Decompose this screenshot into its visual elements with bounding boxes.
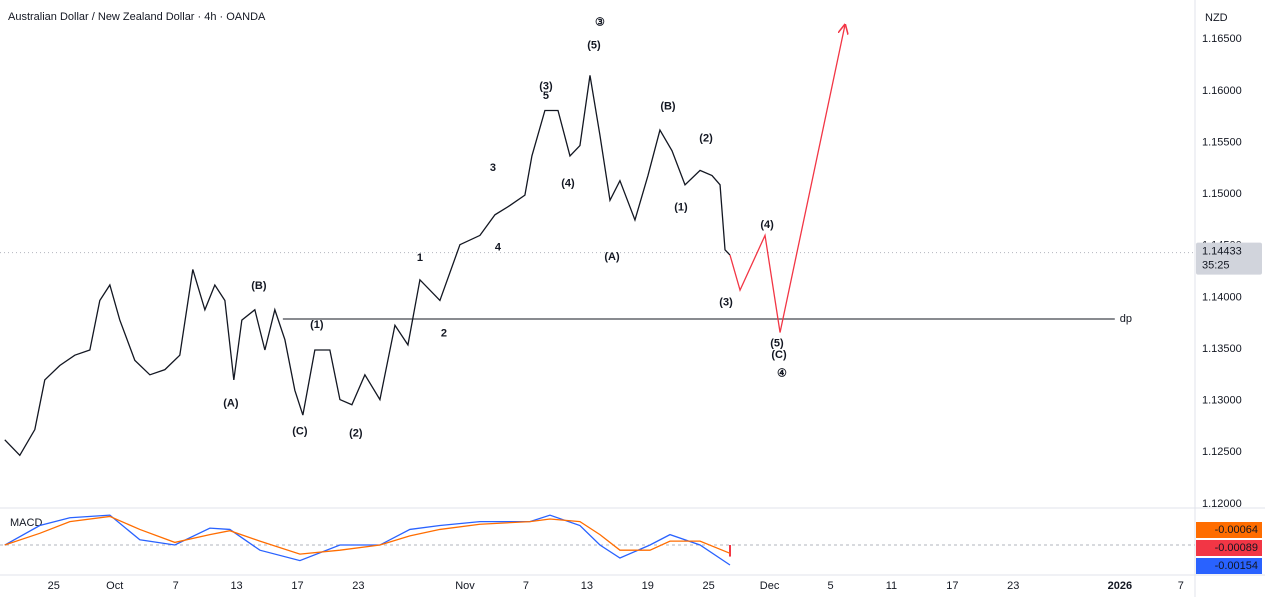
wave-label: (2) [699,132,713,144]
y-tick-label: 1.16000 [1202,85,1242,97]
wave-label: (A) [604,251,620,263]
currency: NZD [1205,12,1228,24]
wave-label: (A) [223,398,239,410]
wave-label: (4) [760,219,774,231]
x-tick-label: 11 [886,580,897,592]
wave-label: (3) [539,81,553,93]
y-tick-label: 1.14000 [1202,291,1242,303]
value-box [1196,558,1262,574]
value-label: -0.00064 [1215,524,1258,536]
wave-label: 5 [543,90,549,102]
price-label: 1.14433 [1202,246,1242,258]
wave-label: 4 [495,242,502,254]
wave-label: (1) [674,201,688,213]
price-line [4,75,731,457]
x-tick-label: 23 [352,580,364,592]
x-tick-label: Dec [760,580,780,592]
wave-label: (C) [292,425,308,437]
level-label: dp [1120,313,1132,325]
x-tick-label: 19 [642,580,654,592]
x-tick-label: Oct [106,580,123,592]
wave-label: 1 [417,252,423,264]
value-label: -0.00089 [1215,542,1258,554]
chart-title: Australian Dollar / New Zealand Dollar ·… [8,11,266,23]
wave-label: ③ [595,17,605,29]
price-box [1196,242,1262,275]
x-tick-label: Nov [455,580,475,592]
projection-line [729,25,845,333]
timer: 35:25 [1202,260,1230,272]
wave-label: (B) [251,280,267,292]
x-tick-label: 25 [703,580,715,592]
wave-label: (B) [660,100,676,112]
x-tick-label: 7 [173,580,179,592]
wave-label: (3) [719,296,733,308]
x-tick-label: 25 [48,580,60,592]
y-tick-label: 1.13000 [1202,395,1242,407]
x-tick-label: 23 [1007,580,1019,592]
wave-label: (1) [310,319,324,331]
y-tick-label: 1.12000 [1202,498,1242,510]
wave-label: (2) [349,428,363,440]
histogram-bar [728,545,731,557]
x-tick-label: 13 [581,580,593,592]
wave-label: (C) [771,349,787,361]
y-tick-label: 1.16500 [1202,33,1242,45]
y-tick-label: 1.15500 [1202,136,1242,148]
wave-label: 3 [490,162,496,174]
wave-label: 2 [441,327,447,339]
macd-line [4,514,731,566]
value-label: -0.00154 [1215,560,1258,572]
value-box [1196,522,1262,538]
x-tick-label: 2026 [1108,580,1132,592]
wave-label: ④ [777,368,787,380]
x-tick-label: 7 [523,580,529,592]
x-tick-label: 17 [291,580,303,592]
macd-line [4,515,731,555]
wave-label: (5) [587,39,601,51]
y-tick-label: 1.15000 [1202,188,1242,200]
x-tick-label: 5 [827,580,833,592]
y-tick-label: 1.13500 [1202,343,1242,355]
x-tick-label: 7 [1178,580,1184,592]
wave-label: (5) [770,338,784,350]
macd-title: MACD [10,517,42,529]
x-tick-label: 17 [946,580,958,592]
x-tick-label: 13 [230,580,242,592]
value-box [1196,540,1262,556]
y-tick-label: 1.12500 [1202,446,1242,458]
wave-label: (4) [561,178,575,190]
